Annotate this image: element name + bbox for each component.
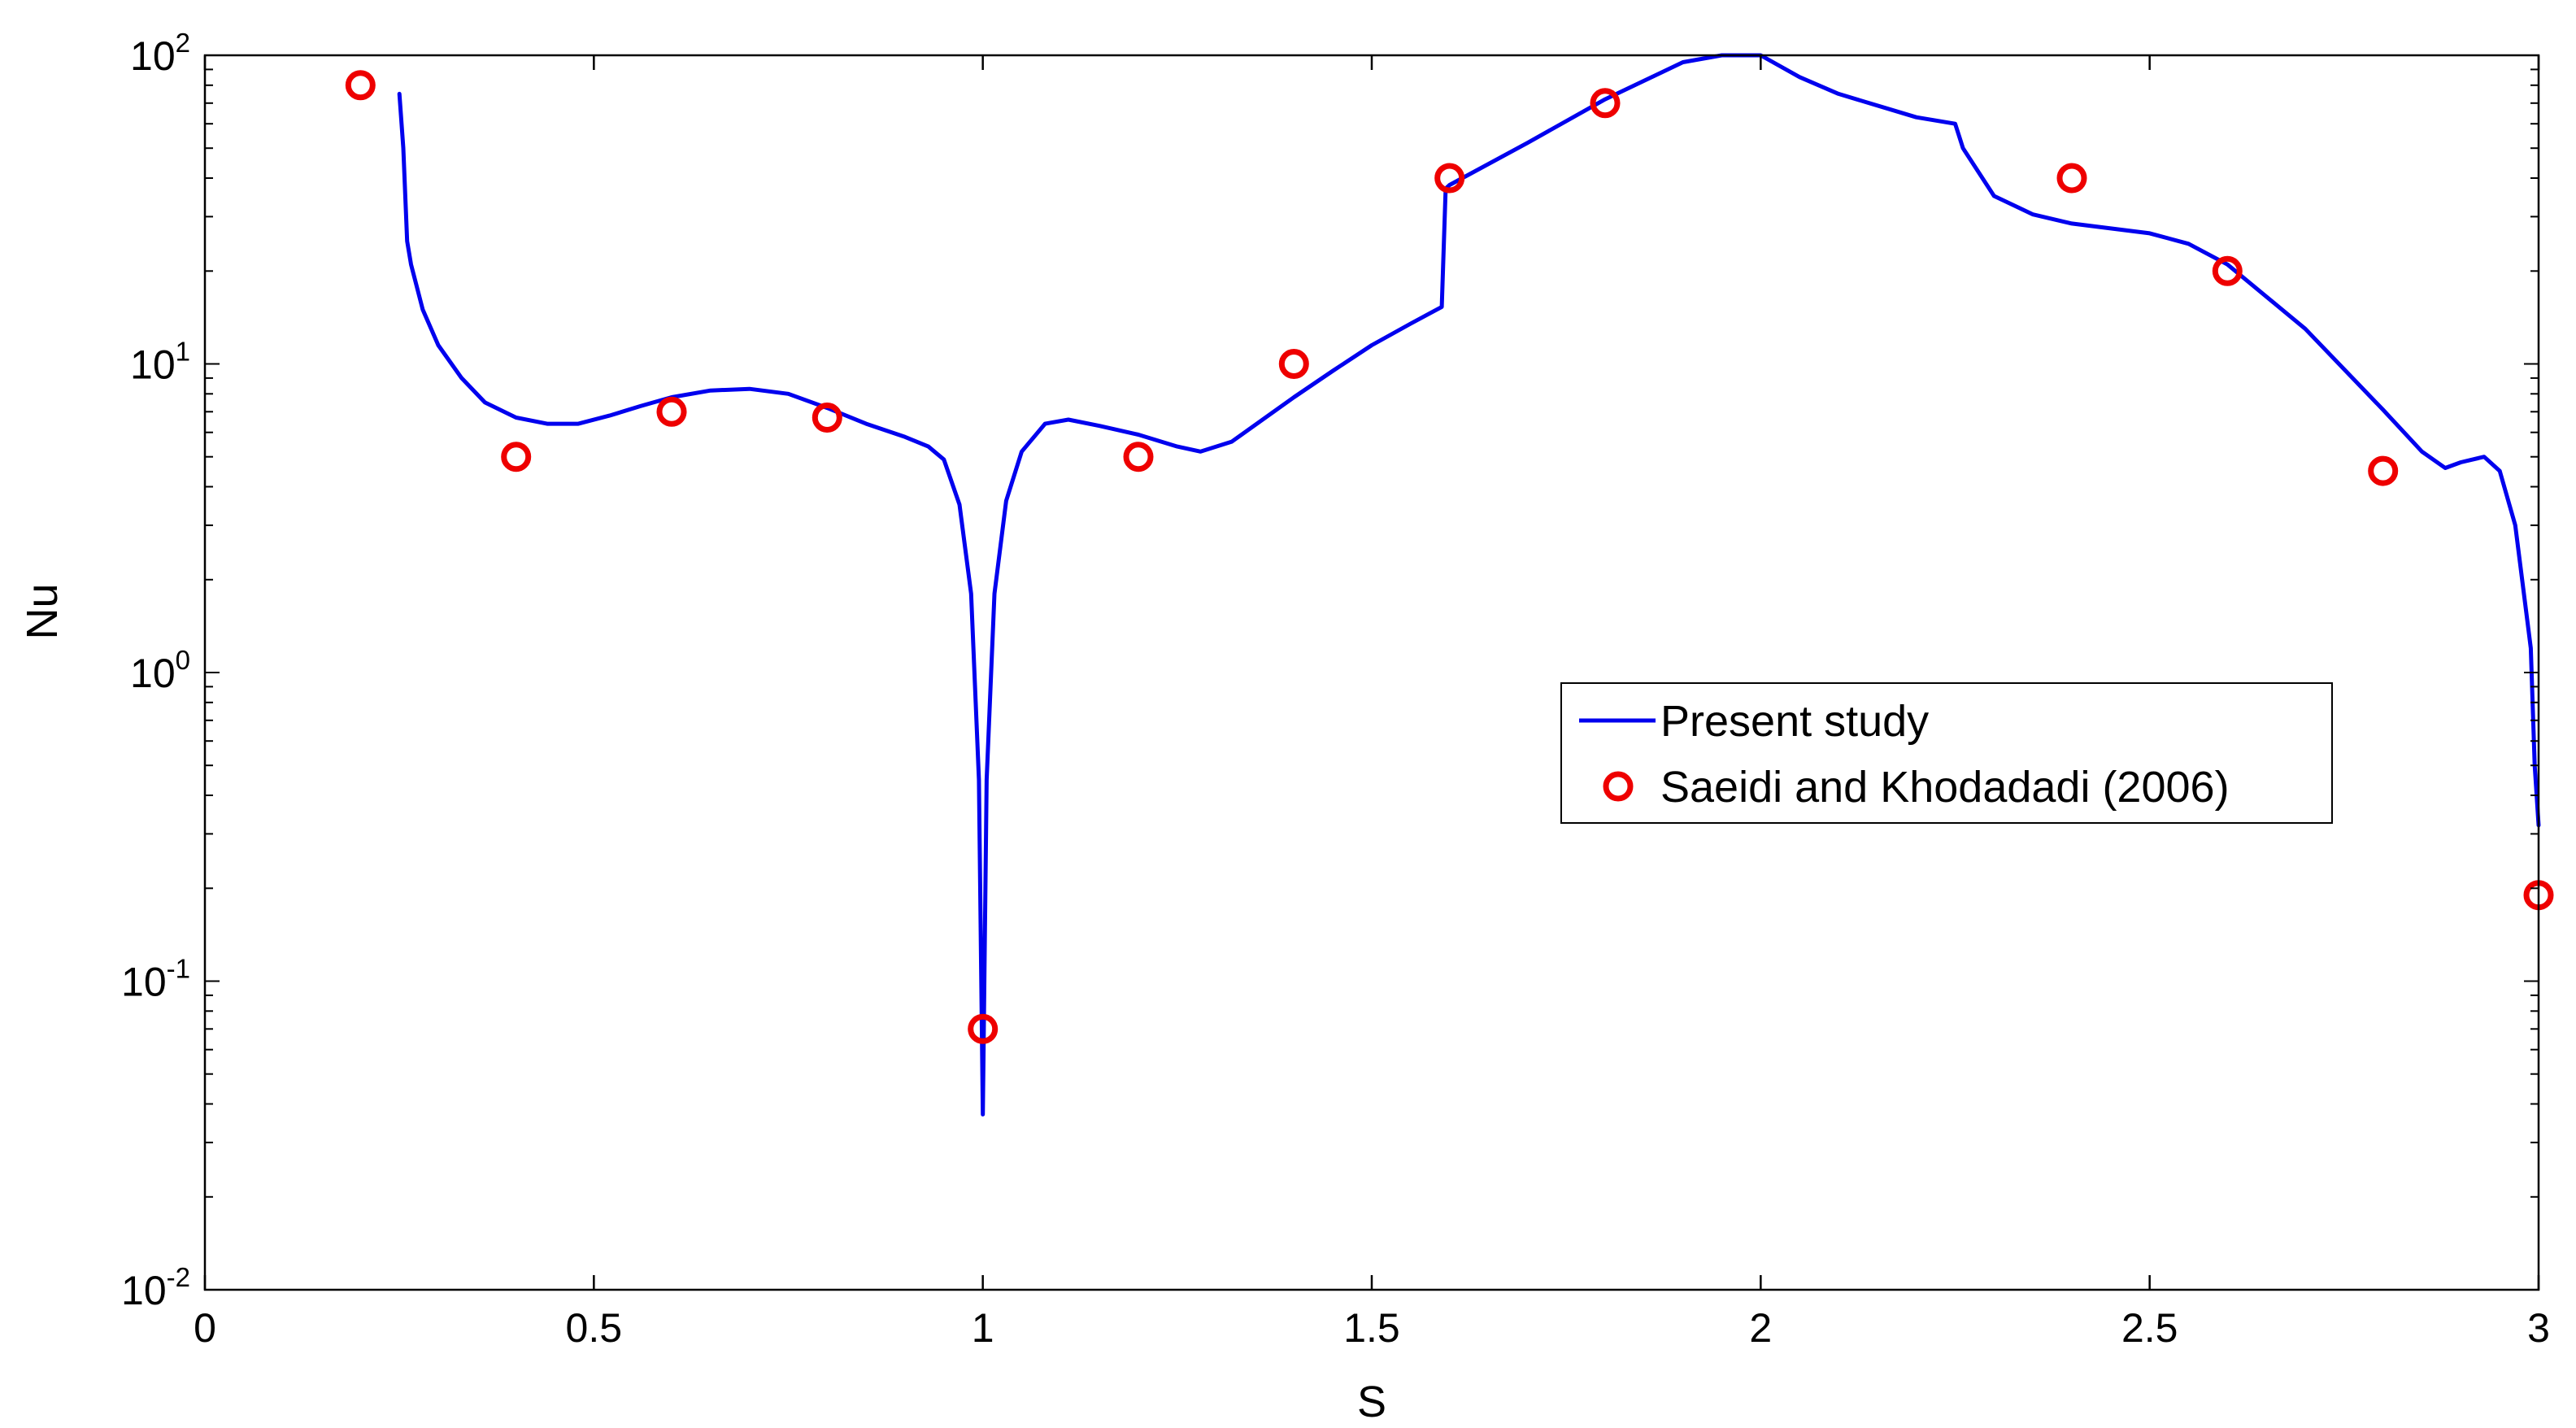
x-axis-title: S — [1357, 1378, 1386, 1426]
y-tick-base: 10 — [130, 651, 176, 696]
x-tick-label: 3 — [2527, 1305, 2550, 1351]
plot-area — [345, 53, 2554, 1117]
x-tick-label: 0 — [194, 1305, 216, 1351]
data-point-marker — [812, 403, 842, 433]
x-tick-label: 0.5 — [566, 1305, 623, 1351]
y-tick-exponent: -2 — [167, 1262, 190, 1292]
x-tick-label: 2 — [1749, 1305, 1772, 1351]
data-point-marker — [1278, 349, 1309, 379]
legend: Present study Saeidi and Khodadadi (2006… — [1560, 682, 2333, 824]
y-tick-base: 10 — [121, 960, 167, 1005]
y-tick-base: 10 — [130, 33, 176, 79]
data-point-marker — [2368, 455, 2399, 486]
x-axis-ticks — [203, 55, 2540, 1290]
x-tick-label: 2.5 — [2121, 1305, 2178, 1351]
y-tick-label: 101 — [130, 337, 190, 388]
y-tick-exponent: 0 — [176, 645, 190, 675]
data-point-marker — [1434, 163, 1465, 194]
y-tick-exponent: 2 — [176, 28, 190, 58]
data-point-marker — [1123, 442, 1154, 472]
y-tick-label: 10-2 — [121, 1262, 190, 1313]
y-axis-ticks — [205, 54, 2539, 1291]
y-tick-exponent: 1 — [176, 337, 190, 367]
x-tick-label: 1 — [972, 1305, 994, 1351]
legend-marker-swatch — [1603, 771, 1634, 802]
x-axis-tick-labels: 0 0.5 1 1.5 2 2.5 3 — [194, 1305, 2550, 1351]
y-tick-label: 102 — [130, 28, 190, 79]
data-point-marker — [656, 396, 687, 427]
y-tick-base: 10 — [130, 342, 176, 388]
y-axis-tick-labels: 10-2 10-1 100 101 102 — [121, 28, 190, 1313]
y-tick-base: 10 — [121, 1268, 167, 1313]
y-tick-exponent: -1 — [167, 954, 190, 984]
series-markers-saeidi-khodadadi — [345, 70, 2554, 1044]
data-point-marker — [1590, 88, 1621, 119]
data-point-marker — [968, 1013, 999, 1044]
y-tick-label: 100 — [130, 645, 190, 696]
legend-label-present-study: Present study — [1660, 697, 1929, 746]
x-tick-label: 1.5 — [1343, 1305, 1400, 1351]
data-point-marker — [345, 70, 376, 101]
data-point-marker — [501, 442, 532, 472]
data-point-marker — [2056, 163, 2087, 194]
series-line-present-study — [397, 53, 2541, 1117]
data-point-marker — [2212, 255, 2243, 286]
legend-label-saeidi-khodadadi: Saeidi and Khodadadi (2006) — [1660, 763, 2230, 812]
y-tick-label: 10-1 — [121, 954, 190, 1005]
y-axis-title: Nu — [18, 583, 67, 639]
legend-box — [1560, 682, 2333, 824]
